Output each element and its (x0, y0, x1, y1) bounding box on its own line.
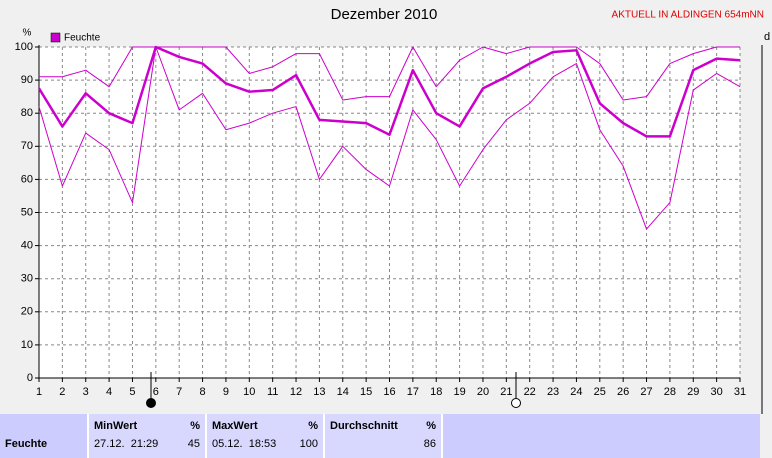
legend-label: Feuchte (64, 33, 101, 44)
x-tick-label: 19 (453, 386, 465, 398)
x-tick-label: 25 (594, 386, 606, 398)
new-moon (146, 398, 156, 408)
stat-cell: Durchschnitt % 86 (323, 414, 441, 458)
x-tick-label: 10 (243, 386, 255, 398)
stat-value: 100 (299, 438, 318, 450)
y-tick-label: 80 (21, 107, 33, 119)
x-tick-label: 12 (290, 386, 302, 398)
x-tick-label: 14 (337, 386, 349, 398)
x-tick-label: 30 (711, 386, 723, 398)
stats-table: Feuchte MinWert % 27.12. 21:29 45 MaxWer… (0, 414, 760, 458)
x-tick-label: 31 (734, 386, 746, 398)
x-tick-label: 28 (664, 386, 676, 398)
x-tick-label: 1 (36, 386, 42, 398)
x-tick-label: 22 (524, 386, 536, 398)
x-tick-label: 18 (430, 386, 442, 398)
x-tick-label: 13 (313, 386, 325, 398)
x-tick-label: 20 (477, 386, 489, 398)
empty-cell (441, 414, 760, 458)
col-header: MinWert (94, 420, 138, 432)
x-tick-label: 3 (83, 386, 89, 398)
col-header: MaxWert (212, 420, 258, 432)
x-tick-label: 27 (640, 386, 652, 398)
full-moon (511, 398, 521, 408)
x-tick-label: 4 (106, 386, 112, 398)
x-tick-label: 21 (500, 386, 512, 398)
y-unit: % (23, 28, 32, 39)
col-unit: % (308, 420, 318, 432)
y-tick-label: 20 (21, 306, 33, 318)
x-tick-label: 6 (153, 386, 159, 398)
col-unit: % (190, 420, 200, 432)
y-tick-label: 40 (21, 240, 33, 252)
x-tick-label: 11 (267, 386, 278, 398)
x-unit: d (764, 31, 770, 43)
x-tick-label: 16 (383, 386, 395, 398)
x-tick-label: 7 (176, 386, 182, 398)
y-tick-label: 30 (21, 273, 33, 285)
x-tick-label: 8 (200, 386, 206, 398)
series-line (38, 46, 741, 230)
x-tick-label: 9 (223, 386, 229, 398)
row-label: Feuchte (5, 438, 48, 450)
y-tick-label: 70 (21, 140, 33, 152)
x-tick-label: 29 (687, 386, 699, 398)
y-tick-label: 50 (21, 206, 33, 218)
x-tick-label: 17 (407, 386, 419, 398)
x-tick-label: 24 (570, 386, 582, 398)
stat-value: 86 (423, 438, 436, 450)
y-tick-label: 100 (15, 41, 33, 53)
y-tick-label: 90 (21, 74, 33, 86)
stat-cell: MaxWert % 05.12. 18:53 100 (205, 414, 323, 458)
y-tick-label: 10 (21, 339, 33, 351)
x-tick-label: 26 (617, 386, 629, 398)
x-tick-label: 2 (59, 386, 65, 398)
y-tick-label: 0 (27, 372, 33, 384)
x-tick-label: 23 (547, 386, 559, 398)
stat-time: 27.12. 21:29 (94, 438, 159, 450)
stat-cell: MinWert % 27.12. 21:29 45 (87, 414, 205, 458)
col-header: Durchschnitt (330, 420, 398, 432)
stat-value: 45 (187, 438, 200, 450)
chart-title: Dezember 2010 (331, 6, 438, 23)
header-note: AKTUELL IN ALDINGEN 654mNN (612, 10, 764, 21)
chart: Dezember 2010 AKTUELL IN ALDINGEN 654mNN… (15, 6, 770, 414)
stat-time: 05.12. 18:53 (212, 438, 277, 450)
y-tick-label: 60 (21, 173, 33, 185)
x-tick-label: 15 (360, 386, 372, 398)
x-tick-label: 5 (129, 386, 135, 398)
legend-swatch (50, 32, 61, 43)
col-unit: % (426, 420, 436, 432)
